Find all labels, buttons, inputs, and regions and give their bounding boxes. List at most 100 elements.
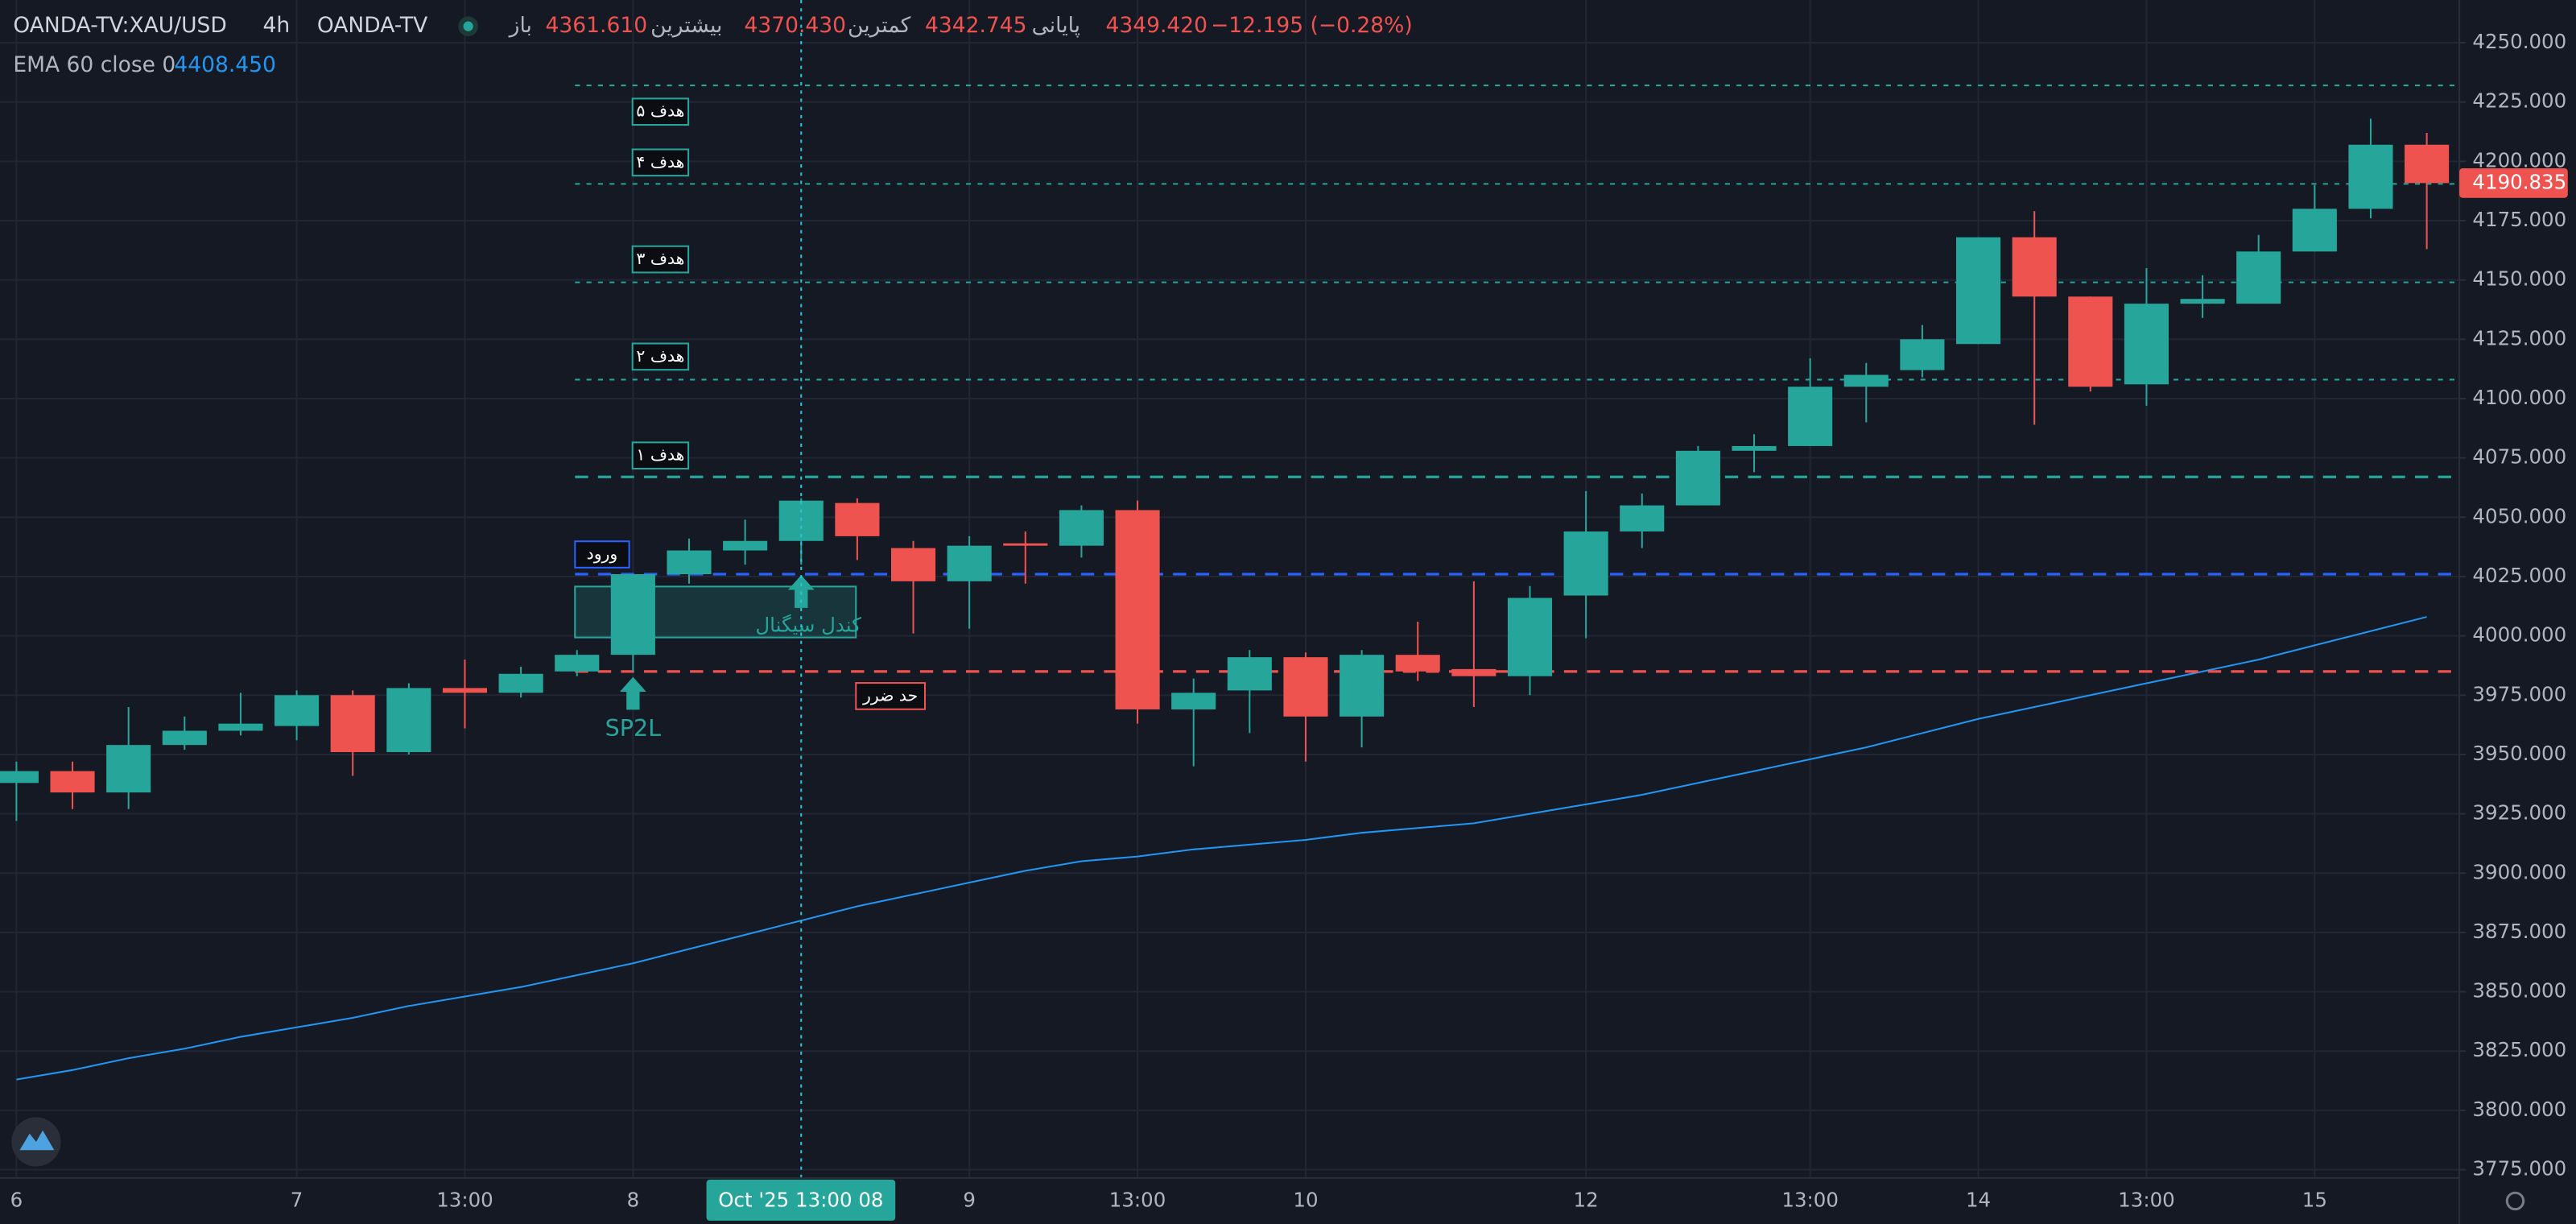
y-tick-label: 4025.000 (2472, 564, 2566, 587)
grid (0, 0, 2460, 1178)
low-label: کمترین (848, 13, 911, 38)
candle-body (1620, 505, 1665, 531)
candle-body (106, 745, 151, 793)
y-tick-label: 3975.000 (2472, 682, 2566, 705)
candle-body (1788, 387, 1833, 446)
level-label: حد ضرر (862, 685, 918, 705)
signal-arrow (620, 676, 646, 710)
y-tick-label: 4250.000 (2472, 30, 2566, 53)
crosshair-label-box (706, 1179, 896, 1221)
level-label: هدف ۱ (636, 445, 684, 465)
candle-body (2124, 304, 2169, 385)
x-tick-label: 6 (10, 1188, 23, 1211)
settings-icon[interactable] (2505, 1191, 2525, 1211)
candle-body (2180, 299, 2225, 304)
candle-body (835, 502, 880, 536)
candle-body (1059, 510, 1104, 546)
candle-body (162, 730, 207, 746)
candle-body (1507, 598, 1553, 676)
candle-body (947, 545, 992, 581)
y-tick-label: 4125.000 (2472, 326, 2566, 349)
y-tick-label: 4050.000 (2472, 504, 2566, 527)
y-tick-label: 4100.000 (2472, 386, 2566, 409)
y-tick-label: 4225.000 (2472, 89, 2566, 113)
ema-line (16, 616, 2427, 1081)
x-tick-label: 13:00 (1109, 1188, 1166, 1211)
y-tick-label: 4075.000 (2472, 445, 2566, 469)
candle-body (1956, 237, 2001, 345)
y-tick-label: 3900.000 (2472, 860, 2566, 883)
candle-body (1115, 510, 1160, 709)
open-value: 4361.610 (546, 13, 648, 38)
level-label-box (631, 342, 690, 371)
interval: 4h (263, 13, 291, 38)
level-label: هدف ۳ (636, 249, 684, 268)
y-tick-label: 3775.000 (2472, 1157, 2566, 1181)
candle-body (1395, 655, 1440, 672)
candle-body (1283, 657, 1328, 717)
x-tick-label: 9 (963, 1188, 976, 1211)
x-tick-label: 13:00 (436, 1188, 493, 1211)
candle-body (50, 771, 95, 793)
symbol: OANDA-TV:XAU/USD (13, 13, 226, 38)
candle-body (723, 540, 768, 551)
level-label: ورود (587, 544, 618, 564)
plot: هدف ۵ هدف ۴ هدف ۳ هدف ۲ هدف ۱ ورود حد ضرر کندل … (0, 0, 2460, 1178)
candle-body (1843, 374, 1889, 387)
close-label: پایانی (1032, 13, 1080, 38)
status-dot (463, 21, 473, 31)
level-label: هدف ۴ (636, 152, 684, 172)
axes: 4250.000 4225.000 4200.000 4175.000 4150.000… (10, 30, 2568, 1221)
close-value: 4349.420 (1105, 13, 1208, 38)
level-label: هدف ۵ (636, 101, 684, 121)
level-label-box (631, 97, 690, 126)
y-tick-label: 3825.000 (2472, 1038, 2566, 1061)
open-label: باز (508, 13, 532, 38)
candle-body (1675, 450, 1720, 506)
y-tick-label: 4000.000 (2472, 623, 2566, 647)
x-tick-label: 15 (2302, 1188, 2327, 1211)
candle-body (2236, 251, 2281, 304)
y-tick-label: 4175.000 (2472, 208, 2566, 231)
y-tick-label: 3950.000 (2472, 742, 2566, 765)
candle-body (442, 688, 488, 693)
candle-body (1171, 693, 1216, 709)
ema-name: EMA 60 close 0 (13, 52, 175, 77)
candle-body (0, 771, 39, 784)
low-value: 4342.745 (925, 13, 1027, 38)
candle-body (1900, 339, 1945, 370)
last-price-label: 4190.835 (2472, 170, 2566, 193)
signal-label: SP2L (605, 714, 662, 742)
candle-body (555, 655, 600, 672)
candle-body (2348, 144, 2393, 209)
x-tick-label: 13:00 (2118, 1188, 2175, 1211)
y-tick-label: 3875.000 (2472, 920, 2566, 943)
y-tick-label: 3925.000 (2472, 801, 2566, 825)
y-tick-label: 4200.000 (2472, 148, 2566, 172)
candle-body (2405, 144, 2450, 184)
candle-body (1340, 655, 1385, 717)
ema-value: 4408.450 (174, 52, 276, 77)
high-label: بیشترین (650, 13, 722, 38)
x-tick-label: 13:00 (1781, 1188, 1839, 1211)
signal-box-label: کندل سیگنال (755, 613, 861, 636)
x-tick-label: 7 (291, 1188, 303, 1211)
candle-body (498, 673, 543, 693)
source: OANDA-TV (317, 13, 427, 38)
candle-body (2012, 237, 2057, 297)
x-tick-label: 10 (1293, 1188, 1318, 1211)
y-tick-label: 3850.000 (2472, 979, 2566, 1003)
level-label-box (574, 540, 630, 569)
candle-body (1732, 445, 1777, 451)
candle-body (667, 550, 712, 575)
legend: OANDA-TV:XAU/USD 4h OANDA-TV باز 4361.61… (13, 13, 1412, 77)
candle-body (1003, 543, 1048, 546)
level-label-box (631, 441, 690, 470)
y-tick-label: 3800.000 (2472, 1098, 2566, 1121)
y-tick-label: 4150.000 (2472, 267, 2566, 291)
last-price-box (2459, 167, 2568, 198)
crosshair-label: Oct '25 13:00 08 (718, 1188, 883, 1211)
candle-body (1563, 531, 1608, 596)
level-label: هدف ۲ (636, 346, 684, 366)
level-label-box (855, 682, 926, 710)
